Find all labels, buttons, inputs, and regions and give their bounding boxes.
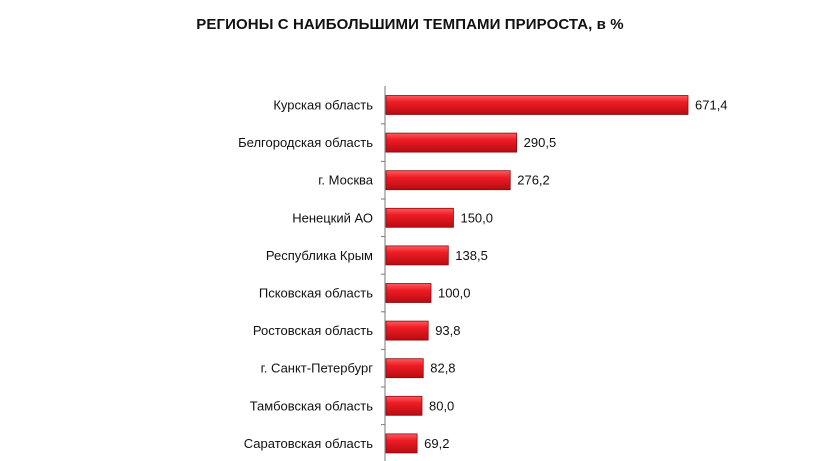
- bar: [385, 283, 432, 303]
- value-label: 290,5: [524, 135, 557, 150]
- category-label: Ненецкий АО: [292, 210, 373, 225]
- bar: [385, 395, 423, 416]
- category-label: г. Москва: [318, 173, 374, 188]
- bar: [385, 170, 511, 191]
- bar: [385, 132, 518, 153]
- bar: [385, 358, 424, 379]
- value-label: 93,8: [435, 323, 460, 338]
- category-label: Курская область: [273, 98, 373, 113]
- value-label: 100,0: [438, 286, 471, 301]
- chart-title: РЕГИОНЫ С НАИБОЛЬШИМИ ТЕМПАМИ ПРИРОСТА, …: [196, 16, 624, 33]
- bar: [385, 320, 429, 341]
- value-label: 276,2: [517, 173, 550, 188]
- category-label: г. Санкт-Петербург: [261, 361, 374, 376]
- category-label: Тамбовская область: [250, 398, 374, 413]
- category-label: Псковская область: [259, 286, 373, 301]
- category-label: Ростовская область: [253, 323, 373, 338]
- value-label: 138,5: [455, 248, 488, 263]
- value-label: 82,8: [430, 361, 455, 376]
- value-label: 671,4: [695, 98, 728, 113]
- bar: [385, 433, 418, 454]
- bar: [385, 207, 454, 228]
- bar: [385, 245, 449, 266]
- category-label: Саратовская область: [244, 436, 373, 451]
- value-label: 69,2: [424, 436, 449, 451]
- category-label: Республика Крым: [266, 248, 373, 263]
- value-label: 80,0: [429, 398, 454, 413]
- value-label: 150,0: [460, 210, 493, 225]
- category-label: Белгородская область: [238, 135, 373, 150]
- bar: [385, 95, 689, 115]
